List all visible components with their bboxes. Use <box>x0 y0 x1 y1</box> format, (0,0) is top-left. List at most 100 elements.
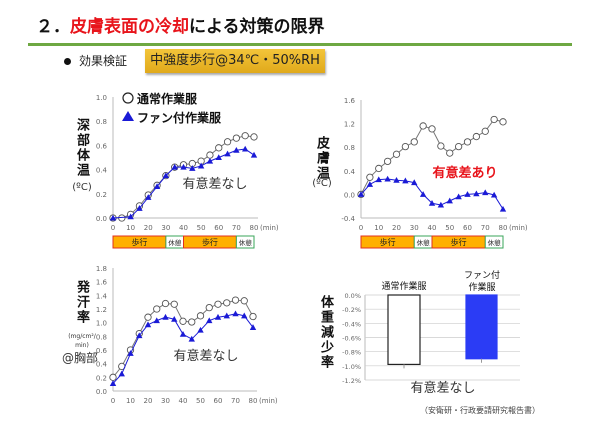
condition-badge: 中強度歩行@34℃・50%RH <box>145 49 325 73</box>
phase-label: 歩行 <box>131 237 147 247</box>
y-tick-label: 0.6 <box>96 142 108 150</box>
data-point-fan <box>233 146 240 153</box>
data-point-fan <box>224 150 231 157</box>
data-point-normal <box>401 142 410 151</box>
y-tick-label: 1.2 <box>96 306 107 314</box>
data-point-normal <box>250 133 258 141</box>
bullet-item: 効果検証 <box>64 52 127 69</box>
x-tick-label: 50 <box>197 224 206 232</box>
data-point-fan <box>136 205 143 211</box>
data-point-fan <box>197 162 205 169</box>
data-point-normal <box>206 151 214 159</box>
x-tick-label: 10 <box>126 224 135 232</box>
x-unit-label: (min) <box>260 224 279 232</box>
unit-label: (ºC) <box>72 182 92 193</box>
data-point-normal <box>196 312 205 320</box>
data-point-fan <box>249 324 257 330</box>
data-point-normal <box>161 299 170 308</box>
x-tick-label: 60 <box>463 224 472 232</box>
data-point-normal <box>419 122 427 130</box>
y-tick-label: -0.4 <box>341 215 355 223</box>
data-point-fan <box>162 313 169 320</box>
phase-label: 歩行 <box>380 237 396 247</box>
data-point-fan <box>384 175 391 182</box>
data-point-normal <box>437 142 445 150</box>
x-tick-label: 30 <box>161 224 170 232</box>
x-tick-label: 40 <box>428 224 437 232</box>
bullet-icon <box>64 58 71 65</box>
data-point-fan <box>197 326 204 333</box>
data-point-normal <box>223 138 232 146</box>
y-tick-label: 0.4 <box>96 167 108 175</box>
x-tick-label: 80 <box>250 224 259 232</box>
data-point-normal <box>490 115 498 124</box>
data-point-fan <box>446 197 453 204</box>
y-tick-label: 0.2 <box>96 191 107 199</box>
data-point-normal <box>215 144 223 152</box>
phase-label: 休憩 <box>239 238 253 247</box>
y-tick-label: 1.0 <box>96 94 107 102</box>
data-point-fan <box>171 163 178 170</box>
phase-label: 休憩 <box>168 238 182 247</box>
data-point-normal <box>188 318 196 326</box>
data-point-fan <box>357 191 365 197</box>
x-tick-label: 0 <box>111 397 115 405</box>
data-point-normal <box>366 173 374 181</box>
data-point-fan <box>232 310 239 317</box>
significance-note: 有意差なし <box>173 348 238 364</box>
category-label-normal: 通常作業服 <box>381 280 426 292</box>
x-tick-label: 10 <box>374 224 383 232</box>
core-temp-y-axis-label: 深部体温 <box>74 118 89 178</box>
category-label-fan-1: ファン付 <box>464 270 500 281</box>
data-point-normal <box>232 134 241 142</box>
unit-label-2: min) <box>75 342 89 349</box>
title-suffix: による対策の限界 <box>189 17 325 37</box>
y-tick-label: 1.4 <box>96 292 108 300</box>
data-point-normal <box>249 312 257 321</box>
data-point-normal <box>375 164 383 173</box>
y-tick-label: 0.2 <box>96 374 107 382</box>
y-tick-label: 1.0 <box>96 320 107 328</box>
data-point-fan <box>118 370 125 377</box>
phase-rest <box>235 235 255 249</box>
category-label-fan-2: 作業服 <box>468 281 495 293</box>
data-point-fan <box>179 330 187 337</box>
data-point-fan <box>144 321 152 328</box>
data-point-fan <box>188 335 195 342</box>
data-point-fan <box>241 145 249 152</box>
y-tick-label: -0.8% <box>342 349 361 357</box>
data-point-fan <box>215 154 222 160</box>
y-tick-label: 1.6 <box>96 279 108 287</box>
x-tick-label: 80 <box>499 224 508 232</box>
bar-chart: 0.0% -0.2% -0.4% -0.6% -0.8% -1.0% -1.2% 通常作業服 フ… <box>342 270 540 415</box>
data-point-fan <box>189 165 196 171</box>
data-point-normal <box>241 132 249 140</box>
y-tick-label: -0.2% <box>342 306 361 314</box>
data-point-normal <box>231 296 240 304</box>
y-tick-label: 0.4 <box>96 361 108 369</box>
data-point-fan <box>402 177 409 184</box>
data-point-fan <box>428 199 436 206</box>
y-tick-label: 0.6 <box>96 347 108 355</box>
x-tick-label: 0 <box>111 224 115 232</box>
y-tick-label: -1.2% <box>342 377 361 385</box>
x-tick-label: 20 <box>392 224 401 232</box>
data-point-fan <box>127 350 134 356</box>
title-highlight: 皮膚表面の冷却 <box>70 17 189 37</box>
data-point-fan <box>206 157 214 164</box>
data-point-fan <box>419 191 427 197</box>
data-point-fan <box>153 317 160 324</box>
data-point-fan <box>180 163 187 170</box>
data-point-fan <box>109 214 117 221</box>
x-tick-label: 50 <box>196 397 205 405</box>
measurement-site-label: @胸部 <box>62 350 98 365</box>
y-tick-label: -0.6% <box>342 335 361 343</box>
x-unit-label: (min) <box>259 397 278 405</box>
bar-fan <box>465 294 498 360</box>
line-chart-1: 0.0 0.2 0.4 0.6 0.8 1.0 0 10 20 30 40 50 60 70 80 (min)… <box>72 91 279 249</box>
y-tick-label: 1.6 <box>344 97 356 105</box>
x-tick-label: 50 <box>445 224 454 232</box>
y-tick-label: 1.8 <box>96 265 107 273</box>
x-tick-label: 70 <box>231 397 240 405</box>
